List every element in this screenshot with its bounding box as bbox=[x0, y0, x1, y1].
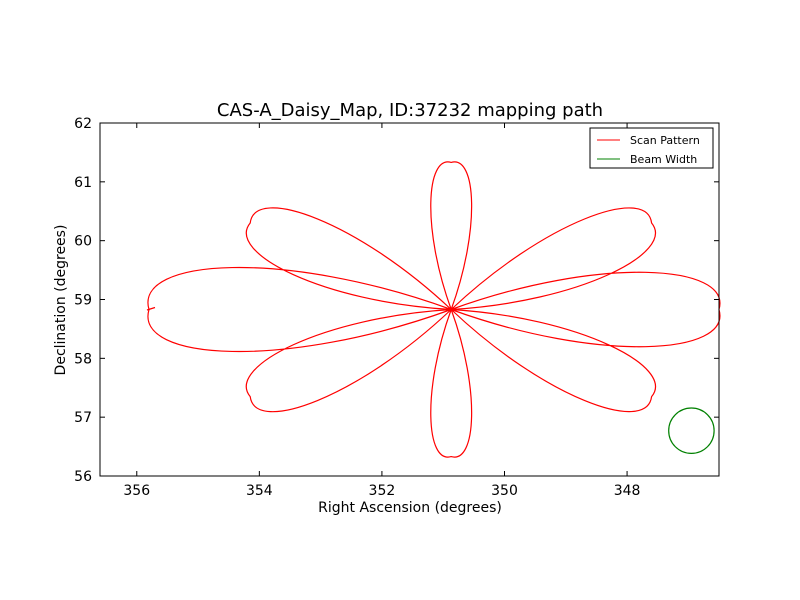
x-tick-label: 352 bbox=[369, 483, 396, 499]
x-tick-label: 356 bbox=[123, 483, 150, 499]
y-axis-label: Declination (degrees) bbox=[53, 225, 69, 376]
x-axis: 356 354 352 350 348 bbox=[123, 123, 640, 499]
x-tick-label: 348 bbox=[614, 483, 641, 499]
chart-title: CAS-A_Daisy_Map, ID:37232 mapping path bbox=[217, 100, 603, 121]
x-tick-label: 354 bbox=[246, 483, 273, 499]
legend-label-scan-pattern: Scan Pattern bbox=[630, 134, 700, 147]
x-tick-label: 350 bbox=[491, 483, 518, 499]
y-tick-label: 57 bbox=[74, 410, 92, 426]
plot-area bbox=[146, 161, 721, 458]
legend-label-beam-width: Beam Width bbox=[630, 153, 697, 166]
legend-box bbox=[589, 127, 714, 169]
y-tick-label: 59 bbox=[74, 293, 92, 309]
legend: Scan Pattern Beam Width bbox=[589, 127, 714, 169]
y-tick-label: 62 bbox=[74, 116, 92, 132]
y-axis: 56 57 58 59 60 61 62 bbox=[74, 116, 719, 485]
series-beam-width bbox=[668, 407, 715, 455]
scan-pattern-start bbox=[146, 306, 156, 311]
y-tick-label: 61 bbox=[74, 175, 92, 191]
x-axis-label: Right Ascension (degrees) bbox=[318, 500, 502, 516]
y-tick-label: 60 bbox=[74, 234, 92, 250]
y-tick-label: 58 bbox=[74, 351, 92, 367]
plot-frame bbox=[99, 122, 720, 477]
series-scan-pattern bbox=[147, 161, 721, 458]
y-tick-label: 56 bbox=[74, 469, 92, 485]
